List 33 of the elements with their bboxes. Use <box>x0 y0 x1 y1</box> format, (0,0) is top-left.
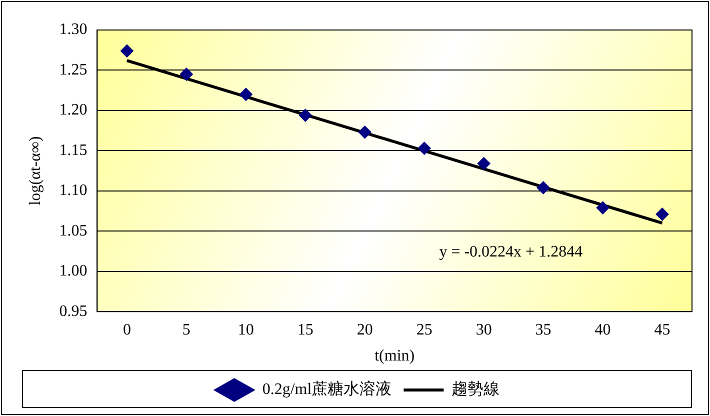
point <box>239 88 252 101</box>
legend-label: 0.2g/ml蔗糖水溶液 <box>262 380 392 398</box>
point <box>596 201 610 214</box>
x-axis-title: t(min) <box>374 348 415 365</box>
point <box>298 108 312 122</box>
y-tick-label: 0.95 <box>59 302 88 320</box>
x-tick-label: 0 <box>122 321 131 338</box>
point <box>358 126 372 139</box>
x-tick-label: 10 <box>238 321 254 338</box>
x-tick-label: 30 <box>476 321 492 338</box>
legend-label: 趨勢線 <box>452 380 500 398</box>
y-tick-label: 1.00 <box>59 262 88 280</box>
point <box>180 68 193 81</box>
point <box>120 44 134 58</box>
x-tick-label: 25 <box>416 321 432 338</box>
y-tick-label: 1.15 <box>59 142 88 159</box>
point <box>418 142 431 155</box>
x-tick-label: 40 <box>594 321 611 338</box>
x-tick-label: 20 <box>356 321 373 338</box>
point <box>656 208 669 221</box>
point <box>536 181 550 194</box>
x-tick-label: 45 <box>654 321 670 338</box>
y-axis-title: log(αt-α∞) <box>26 136 44 206</box>
x-tick-label: 5 <box>182 321 190 338</box>
y-tick-label: 1.25 <box>59 61 88 78</box>
point <box>477 157 490 170</box>
annotation: y = -0.0224x + 1.2844 <box>439 244 583 261</box>
y-tick-label: 1.30 <box>59 21 88 38</box>
x-tick-label: 15 <box>297 321 314 338</box>
y-tick-label: 1.10 <box>59 182 88 200</box>
y-tick-label: 1.05 <box>59 222 88 240</box>
x-tick-label: 35 <box>535 321 552 338</box>
y-tick-label: 1.20 <box>59 102 88 119</box>
